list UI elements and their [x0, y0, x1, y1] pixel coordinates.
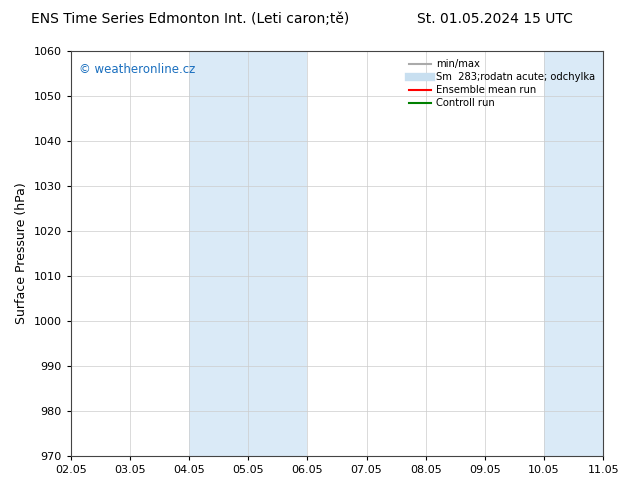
Bar — [544, 51, 603, 456]
Y-axis label: Surface Pressure (hPa): Surface Pressure (hPa) — [15, 183, 28, 324]
Legend: min/max, Sm  283;rodatn acute; odchylka, Ensemble mean run, Controll run: min/max, Sm 283;rodatn acute; odchylka, … — [406, 56, 598, 111]
Text: ENS Time Series Edmonton Int. (Leti caron;tě): ENS Time Series Edmonton Int. (Leti caro… — [31, 12, 349, 26]
Bar — [189, 51, 307, 456]
Text: © weatheronline.cz: © weatheronline.cz — [79, 63, 195, 76]
Text: St. 01.05.2024 15 UTC: St. 01.05.2024 15 UTC — [417, 12, 573, 26]
